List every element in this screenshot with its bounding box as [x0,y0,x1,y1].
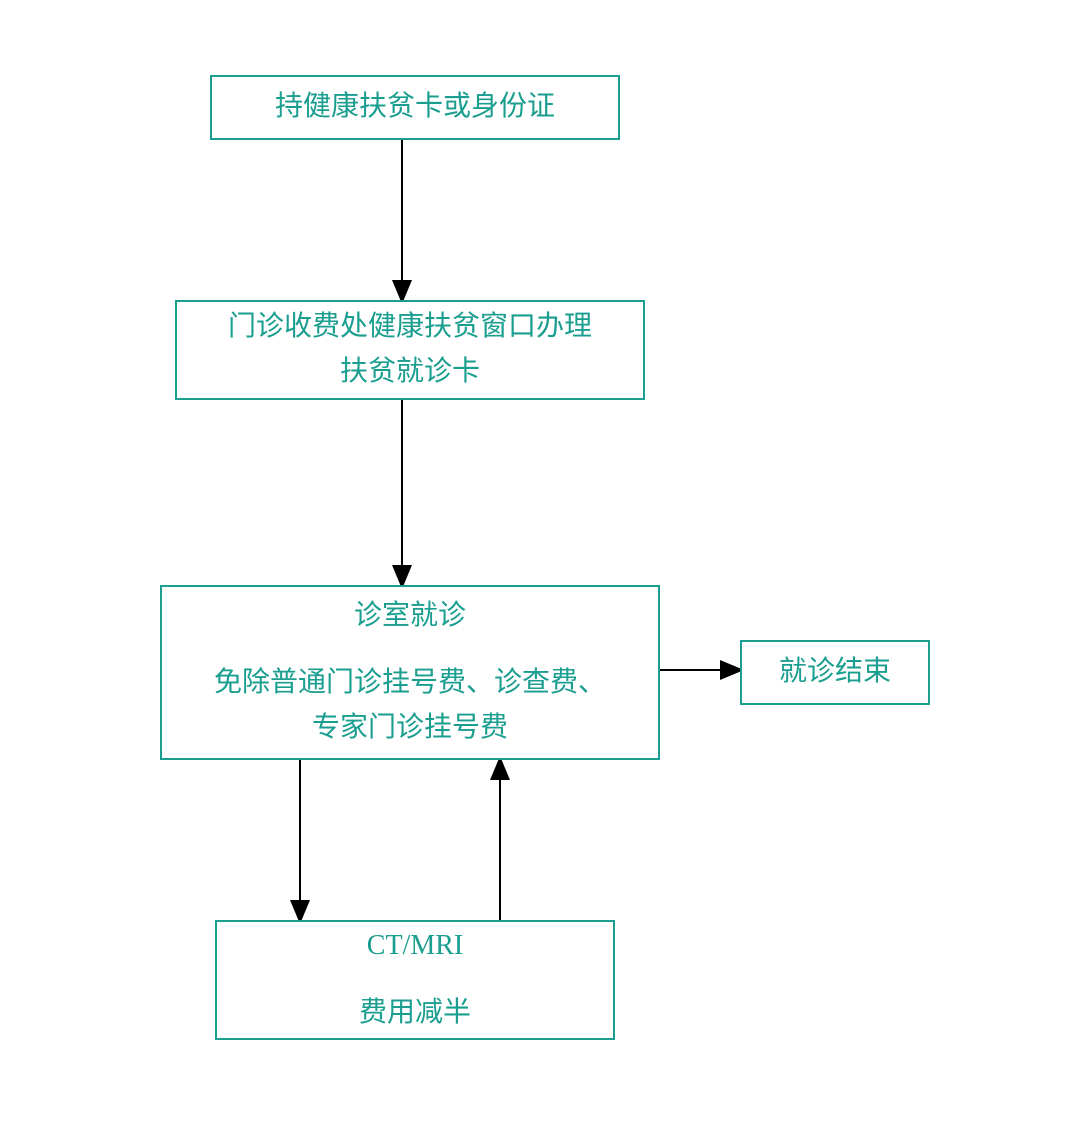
flowchart-node-node1: 持健康扶贫卡或身份证 [210,75,620,140]
node-text: CT/MRI [367,924,463,969]
node-text: 就诊结束 [779,650,891,695]
node-text [412,969,419,991]
node-text: 专家门诊挂号费 [312,706,508,751]
node-text: 门诊收费处健康扶贫窗口办理 [228,305,592,350]
node-text: 免除普通门诊挂号费、诊查费、 [214,661,606,706]
node-text: 诊室就诊 [354,594,466,639]
node-text: 费用减半 [359,991,471,1036]
node-text: 持健康扶贫卡或身份证 [275,85,555,130]
flowchart-node-node2: 门诊收费处健康扶贫窗口办理扶贫就诊卡 [175,300,645,400]
node-text: 扶贫就诊卡 [340,350,480,395]
flowchart-node-node5: CT/MRI 费用减半 [215,920,615,1040]
flowchart-node-node4: 就诊结束 [740,640,930,705]
node-text [407,639,414,661]
flowchart-node-node3: 诊室就诊 免除普通门诊挂号费、诊查费、专家门诊挂号费 [160,585,660,760]
